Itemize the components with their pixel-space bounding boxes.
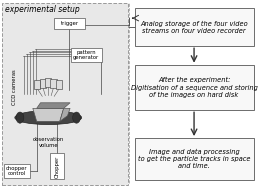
- FancyBboxPatch shape: [56, 80, 62, 89]
- Text: chopper
control: chopper control: [6, 166, 28, 176]
- FancyBboxPatch shape: [134, 65, 254, 110]
- FancyBboxPatch shape: [134, 8, 254, 46]
- Ellipse shape: [73, 112, 80, 123]
- Text: Chopper: Chopper: [55, 155, 59, 177]
- Text: After the experiment:
Digitisation of a sequence and storing
of the images on ha: After the experiment: Digitisation of a …: [131, 77, 258, 98]
- Text: trigger: trigger: [60, 21, 79, 26]
- FancyBboxPatch shape: [40, 79, 46, 88]
- Text: Image and data processing
to get the particle tracks in space
and time.: Image and data processing to get the par…: [138, 149, 250, 169]
- FancyBboxPatch shape: [34, 80, 40, 89]
- Text: Analog storage of the four video
streams on four video recorder: Analog storage of the four video streams…: [140, 21, 248, 34]
- FancyBboxPatch shape: [45, 79, 51, 87]
- FancyBboxPatch shape: [2, 3, 128, 185]
- Text: pattern
generator: pattern generator: [73, 50, 99, 60]
- Polygon shape: [37, 103, 70, 108]
- FancyBboxPatch shape: [50, 79, 57, 88]
- Text: experimental setup: experimental setup: [5, 5, 79, 14]
- FancyBboxPatch shape: [50, 153, 64, 180]
- FancyBboxPatch shape: [134, 138, 254, 180]
- Ellipse shape: [16, 112, 24, 123]
- Text: observation
volume: observation volume: [33, 137, 64, 148]
- Polygon shape: [33, 108, 64, 121]
- Text: CCD cameras: CCD cameras: [12, 69, 17, 105]
- Polygon shape: [60, 108, 70, 121]
- FancyBboxPatch shape: [4, 164, 30, 178]
- Ellipse shape: [15, 111, 82, 125]
- FancyBboxPatch shape: [70, 48, 102, 62]
- FancyBboxPatch shape: [54, 18, 85, 29]
